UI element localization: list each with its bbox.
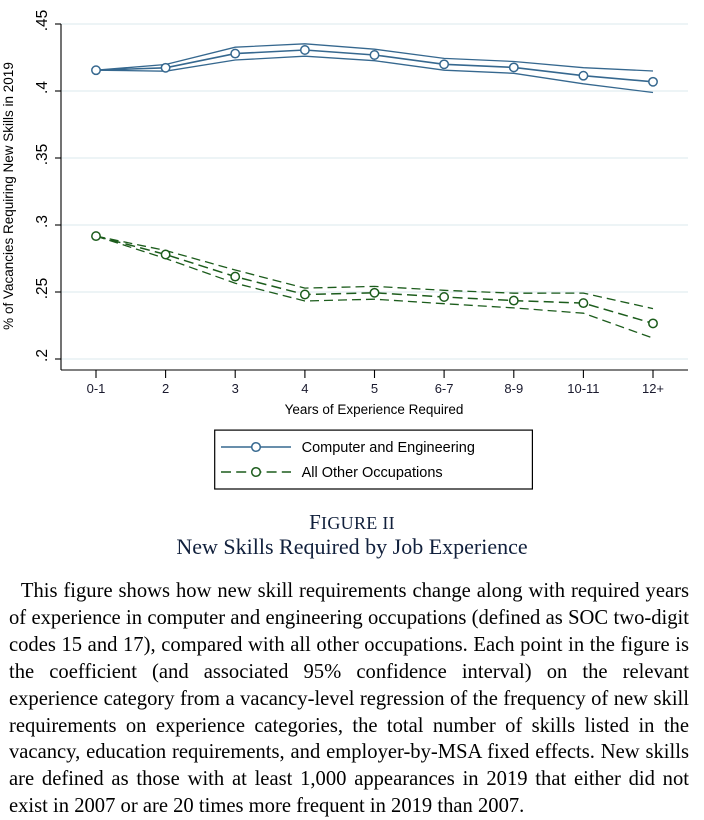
svg-text:.3: .3 (34, 215, 51, 228)
svg-text:12+: 12+ (642, 381, 664, 396)
svg-text:.2: .2 (34, 349, 51, 362)
svg-text:.35: .35 (34, 144, 51, 166)
svg-text:Computer and Engineering: Computer and Engineering (302, 440, 475, 456)
svg-text:10-11: 10-11 (567, 381, 599, 396)
svg-text:Years of Experience Required: Years of Experience Required (285, 402, 464, 417)
svg-text:.45: .45 (34, 10, 51, 32)
svg-text:3: 3 (232, 381, 239, 396)
svg-text:2: 2 (162, 381, 169, 396)
svg-text:.25: .25 (34, 278, 51, 300)
svg-text:All Other Occupations: All Other Occupations (302, 465, 443, 481)
svg-text:6-7: 6-7 (435, 381, 454, 396)
svg-text:8-9: 8-9 (504, 381, 523, 396)
svg-text:4: 4 (301, 381, 308, 396)
svg-text:0-1: 0-1 (87, 381, 106, 396)
svg-text:% of Vacancies Requiring New S: % of Vacancies Requiring New Skills in 2… (1, 62, 16, 330)
svg-text:5: 5 (371, 381, 378, 396)
svg-text:.4: .4 (34, 81, 51, 94)
